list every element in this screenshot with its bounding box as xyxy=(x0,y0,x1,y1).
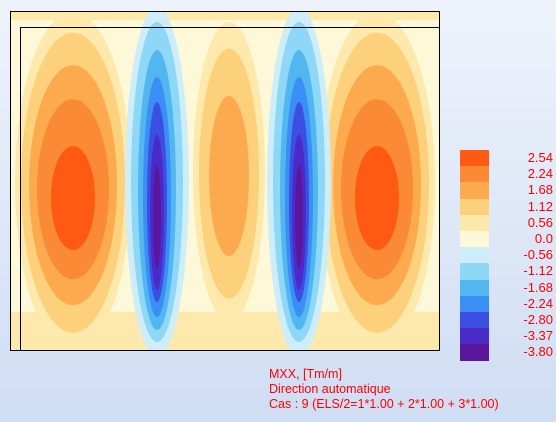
legend-entry: -1.12 xyxy=(460,263,556,281)
caption-quantity: MXX, [Tm/m] xyxy=(269,367,342,381)
legend-label: -1.68 xyxy=(523,279,553,295)
legend-swatch xyxy=(460,328,489,346)
legend-label: -1.12 xyxy=(523,263,553,279)
moment-contour-map xyxy=(10,11,440,351)
legend-swatch xyxy=(460,182,489,200)
legend-swatch xyxy=(460,295,489,313)
contour-negative-level xyxy=(153,165,161,269)
legend-entry: 1.68 xyxy=(460,182,556,200)
contour-positive-level xyxy=(51,146,95,250)
legend-label: 0.0 xyxy=(534,231,553,246)
legend-label: -2.24 xyxy=(523,295,553,311)
legend-label: 0.56 xyxy=(527,214,553,230)
color-legend: 2.54 2.24 1.68 1.12 0.56 0.0 -0.56 -1.12 -1.68 -2… xyxy=(460,150,556,362)
legend-entry: -3.37 xyxy=(460,328,556,346)
caption-direction: Direction automatique xyxy=(269,382,391,396)
legend-label: 2.24 xyxy=(527,166,553,182)
legend-entry: 2.54 xyxy=(460,150,556,167)
legend-label: -3.37 xyxy=(523,328,553,344)
legend-label: 1.12 xyxy=(527,198,553,214)
legend-entry: 1.12 xyxy=(460,198,556,216)
legend-swatch xyxy=(460,263,489,281)
contour-plot xyxy=(11,12,439,350)
contour-positive-level xyxy=(355,146,399,250)
legend-entry: -1.68 xyxy=(460,279,556,297)
result-caption: MXX, [Tm/m] Direction automatique Cas : … xyxy=(269,367,499,412)
legend-entry: 0.0 xyxy=(460,231,556,248)
contour-positive-level xyxy=(209,96,249,256)
legend-entry: 2.24 xyxy=(460,166,556,184)
legend-swatch xyxy=(460,166,489,184)
legend-label: 1.68 xyxy=(527,182,553,198)
legend-swatch xyxy=(460,247,489,265)
legend-swatch xyxy=(460,312,489,329)
legend-swatch xyxy=(460,279,489,297)
legend-swatch xyxy=(460,344,489,362)
legend-swatch xyxy=(460,198,489,216)
legend-swatch xyxy=(460,231,489,248)
legend-entry: 0.56 xyxy=(460,214,556,232)
caption-load-case: Cas : 9 (ELS/2=1*1.00 + 2*1.00 + 3*1.00) xyxy=(269,397,499,411)
legend-swatch xyxy=(460,214,489,232)
contour-negative-level xyxy=(295,165,303,269)
legend-label: -2.80 xyxy=(523,312,553,327)
contour-top-band xyxy=(11,12,439,20)
legend-label: -0.56 xyxy=(523,247,553,263)
legend-entry: -3.80 xyxy=(460,344,556,362)
legend-swatch xyxy=(460,150,489,167)
legend-entry: -2.80 xyxy=(460,312,556,329)
legend-label: 2.54 xyxy=(527,150,553,165)
legend-label: -3.80 xyxy=(523,344,553,360)
legend-entry: -2.24 xyxy=(460,295,556,313)
legend-entry: -0.56 xyxy=(460,247,556,265)
